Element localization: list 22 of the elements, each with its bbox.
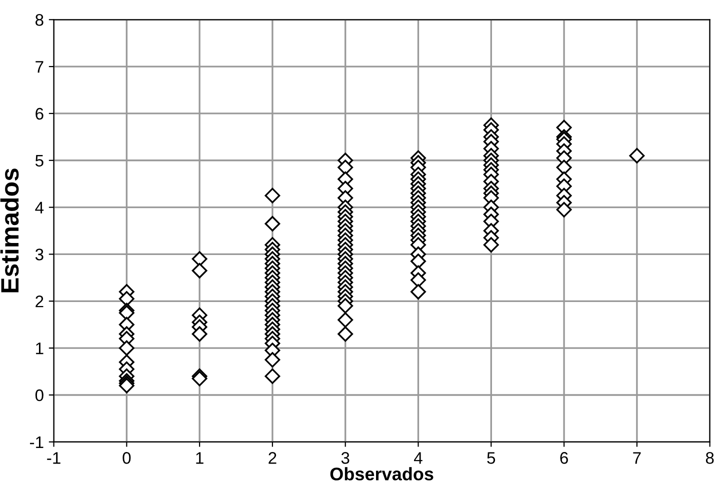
- y-tick-label: 5: [35, 154, 44, 167]
- y-tick-label: 8: [36, 14, 44, 26]
- x-tick-label: 5: [487, 452, 496, 464]
- x-tick-label: 2: [268, 452, 276, 464]
- y-tick-label: 7: [36, 61, 44, 73]
- x-tick-label: 6: [560, 452, 568, 464]
- x-tick-label: 3: [341, 452, 350, 464]
- x-tick-label: 0: [122, 452, 131, 464]
- x-tick-label: -1: [47, 452, 60, 464]
- y-tick-label: -1: [30, 436, 44, 448]
- y-tick-label: 1: [36, 342, 44, 354]
- y-tick-label: 4: [35, 202, 44, 214]
- y-axis-title: Estimados: [0, 168, 19, 292]
- y-tick-label: 3: [35, 248, 44, 260]
- y-tick-label: 6: [36, 108, 44, 120]
- x-tick-label: 8: [706, 452, 714, 464]
- x-tick-label: 4: [414, 452, 422, 464]
- y-tick-label: 2: [36, 296, 44, 308]
- x-tick-label: 7: [633, 452, 641, 464]
- x-axis-title: Observados: [330, 467, 434, 480]
- x-tick-label: 1: [196, 452, 204, 464]
- y-tick-label: 0: [35, 389, 44, 402]
